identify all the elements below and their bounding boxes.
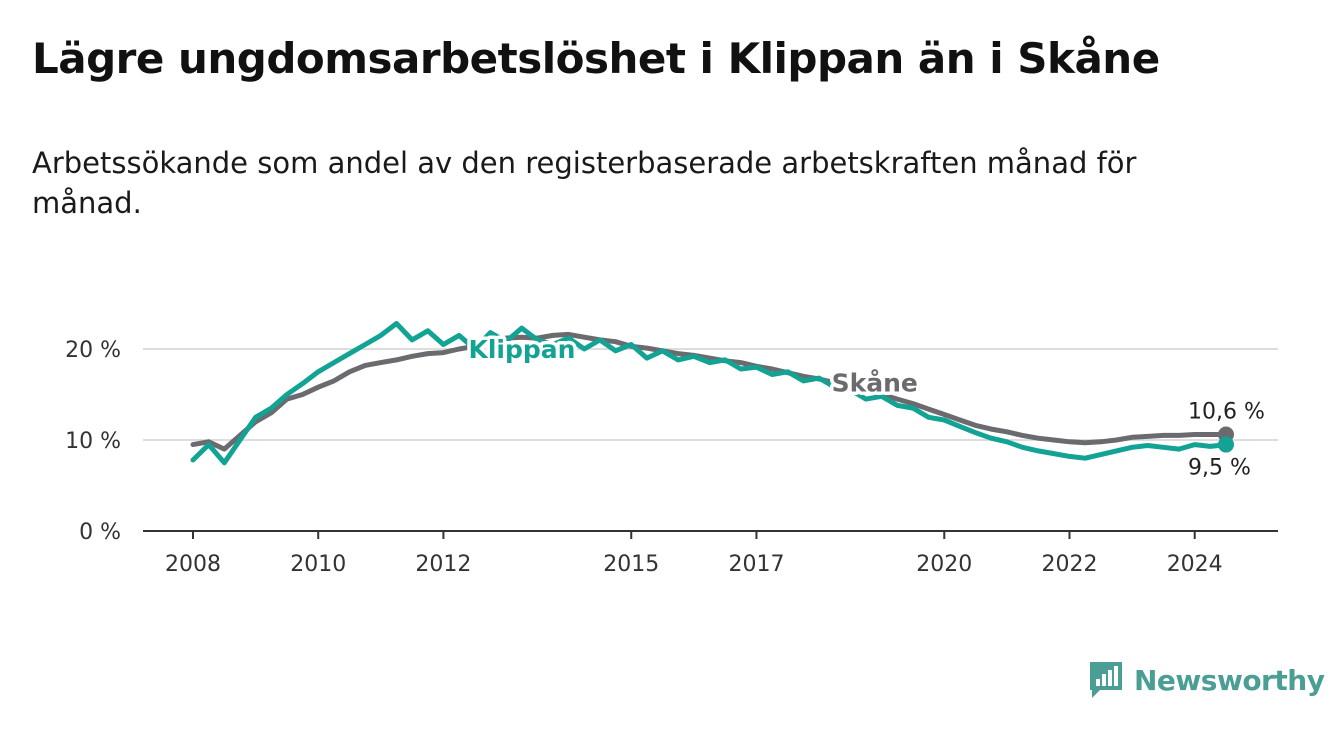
chart-subtitle: Arbetssökande som andel av den registerb…: [32, 146, 1137, 220]
brand-name: Newsworthy: [1134, 663, 1325, 697]
x-tick-label-2010: 2010: [290, 552, 346, 577]
series-line-klippan: [190, 321, 1229, 466]
x-tick-label-2024: 2024: [1167, 552, 1223, 577]
x-tick-label-2017: 2017: [728, 552, 784, 577]
series-labels: Skåne 10,6 % Klippan 9,5 %: [465, 332, 1267, 484]
x-tick-label-2008: 2008: [165, 552, 221, 577]
end-label-skåne: 10,6 %: [1188, 400, 1265, 425]
end-label-klippan: 9,5 %: [1188, 456, 1251, 481]
chart-title: Lägre ungdomsarbetslöshet i Klippan än i…: [32, 34, 1160, 83]
x-tick-label-2020: 2020: [916, 552, 972, 577]
bar-chart-badge-icon: [1090, 662, 1122, 698]
y-axis-labels: 0 % 10 % 20 %: [65, 338, 121, 545]
series-label-skåne: Skåne: [832, 369, 918, 398]
end-marker-klippan: [1218, 436, 1234, 453]
x-axis: 2008 2010 2012 2015 2017 2020 2022 2024: [143, 530, 1278, 577]
series-label-klippan: Klippan: [468, 335, 575, 364]
x-tick-label-2015: 2015: [603, 552, 659, 577]
series-lines: [190, 321, 1234, 466]
series-line-skåne: [190, 331, 1229, 452]
newsworthy-logo: Newsworthy: [1088, 660, 1325, 700]
x-tick-label-2012: 2012: [415, 552, 471, 577]
y-tick-label-0: 0 %: [79, 520, 121, 545]
y-tick-label-20: 20 %: [65, 338, 121, 363]
x-tick-label-2022: 2022: [1041, 552, 1097, 577]
y-tick-label-10: 10 %: [65, 429, 121, 454]
